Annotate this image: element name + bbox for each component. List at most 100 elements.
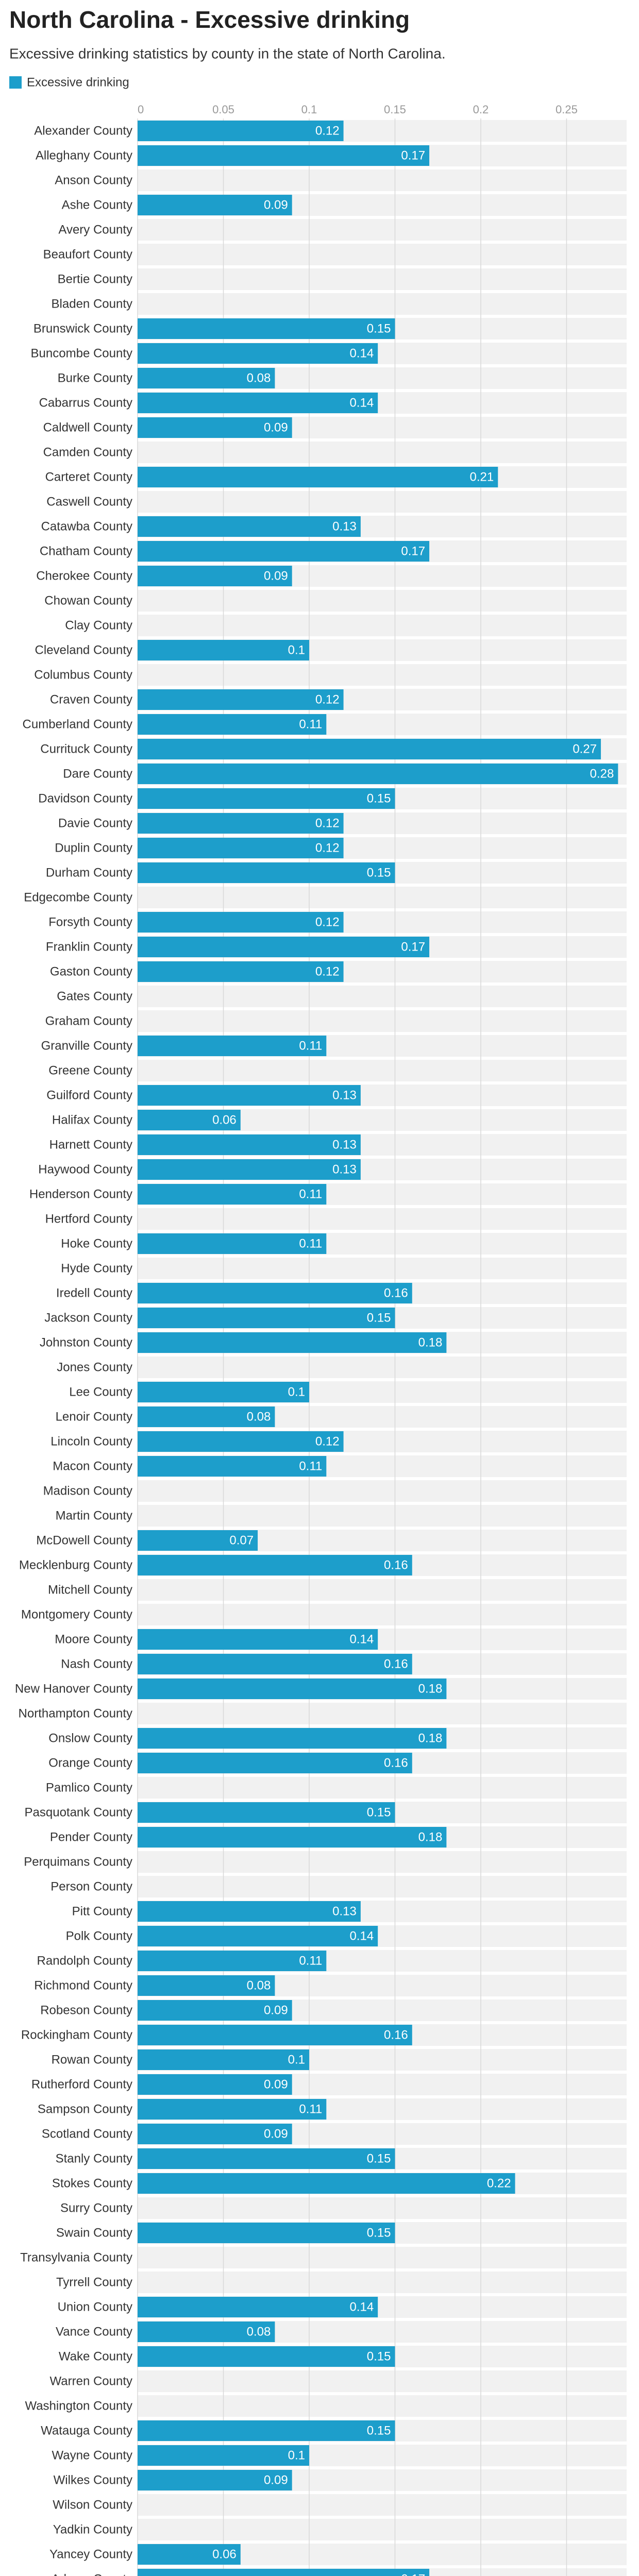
row-background bbox=[138, 664, 627, 686]
y-tick-label: Washington County bbox=[25, 2399, 132, 2413]
chart-title: North Carolina - Excessive drinking bbox=[9, 6, 410, 33]
y-tick-label: Wilkes County bbox=[54, 2473, 132, 2487]
y-tick-label: Northampton County bbox=[19, 1706, 132, 1720]
x-tick-label: 0.1 bbox=[301, 103, 317, 116]
x-tick-label: 0.25 bbox=[556, 103, 578, 116]
bar bbox=[138, 1901, 361, 1922]
y-tick-label: Gaston County bbox=[50, 964, 132, 978]
bar bbox=[138, 368, 275, 388]
y-tick-label: Currituck County bbox=[40, 742, 132, 756]
y-tick-label: Cabarrus County bbox=[39, 396, 132, 410]
y-tick-label: Pitt County bbox=[72, 1904, 132, 1918]
bar bbox=[138, 541, 430, 562]
bar bbox=[138, 1308, 395, 1328]
y-tick-label: Bladen County bbox=[52, 297, 132, 311]
value-label: 0.28 bbox=[590, 767, 614, 781]
y-tick-label: Yadkin County bbox=[53, 2522, 132, 2536]
bar bbox=[138, 1827, 447, 1848]
y-tick-label: Wayne County bbox=[52, 2448, 132, 2462]
value-label: 0.12 bbox=[315, 1434, 340, 1448]
bar bbox=[138, 318, 395, 339]
value-label: 0.1 bbox=[288, 643, 305, 657]
bar bbox=[138, 2025, 412, 2045]
bar bbox=[138, 1134, 361, 1155]
row-background bbox=[138, 986, 627, 1007]
row-background bbox=[138, 1208, 627, 1230]
y-tick-label: Carteret County bbox=[45, 470, 132, 484]
y-tick-label: Brunswick County bbox=[33, 321, 132, 335]
y-tick-label: Martin County bbox=[56, 1509, 132, 1522]
value-label: 0.13 bbox=[332, 1138, 357, 1151]
bar bbox=[138, 838, 344, 858]
y-tick-label: Columbus County bbox=[34, 668, 132, 682]
row-background bbox=[138, 1480, 627, 1502]
bar bbox=[138, 1233, 327, 1254]
y-tick-label: Union County bbox=[58, 2300, 132, 2314]
value-label: 0.18 bbox=[418, 1731, 443, 1745]
value-label: 0.1 bbox=[288, 2448, 305, 2462]
bar bbox=[138, 2049, 309, 2070]
bar bbox=[138, 393, 378, 413]
y-tick-label: Caswell County bbox=[46, 495, 132, 509]
value-label: 0.11 bbox=[299, 1039, 322, 1053]
value-label: 0.17 bbox=[401, 544, 425, 558]
bar bbox=[138, 2074, 292, 2095]
y-tick-label: New Hanover County bbox=[15, 1682, 132, 1696]
value-label: 0.09 bbox=[264, 420, 288, 434]
bar bbox=[138, 1406, 275, 1427]
value-label: 0.13 bbox=[332, 1088, 357, 1102]
y-tick-label: Alexander County bbox=[34, 124, 132, 138]
value-label: 0.15 bbox=[367, 2226, 391, 2240]
bar bbox=[138, 2321, 275, 2342]
bar bbox=[138, 813, 344, 834]
bar bbox=[138, 1159, 361, 1180]
row-background bbox=[138, 615, 627, 636]
bar bbox=[138, 1975, 275, 1996]
bar bbox=[138, 2569, 430, 2576]
y-tick-label: Caldwell County bbox=[43, 420, 132, 434]
bar bbox=[138, 1332, 447, 1353]
y-tick-label: Haywood County bbox=[38, 1162, 132, 1176]
bar bbox=[138, 1530, 258, 1551]
y-tick-label: Beaufort County bbox=[43, 247, 132, 261]
y-tick-label: Chowan County bbox=[44, 594, 132, 607]
y-tick-label: Transylvania County bbox=[20, 2250, 132, 2264]
bar bbox=[138, 1283, 412, 1303]
y-tick-label: Bertie County bbox=[58, 272, 132, 286]
y-tick-label: Adams County bbox=[52, 2572, 132, 2576]
value-label: 0.12 bbox=[315, 915, 340, 929]
y-tick-label: Tyrrell County bbox=[56, 2275, 132, 2289]
x-tick-label: 0.15 bbox=[384, 103, 406, 116]
bar bbox=[138, 1110, 241, 1130]
bar bbox=[138, 1184, 327, 1205]
value-label: 0.13 bbox=[332, 1904, 357, 1918]
bar bbox=[138, 1926, 378, 1946]
row-background bbox=[138, 2247, 627, 2268]
value-label: 0.09 bbox=[264, 2473, 288, 2487]
value-label: 0.27 bbox=[573, 742, 597, 756]
y-tick-label: Yancey County bbox=[49, 2547, 132, 2561]
value-label: 0.08 bbox=[247, 1978, 271, 1992]
y-tick-label: Wilson County bbox=[53, 2498, 132, 2512]
bar bbox=[138, 1753, 412, 1773]
y-tick-label: Nash County bbox=[61, 1657, 132, 1671]
y-tick-label: Granville County bbox=[41, 1039, 132, 1053]
bar bbox=[138, 2544, 241, 2565]
value-label: 0.12 bbox=[315, 964, 340, 978]
value-label: 0.18 bbox=[418, 1830, 443, 1844]
row-background bbox=[138, 1010, 627, 1032]
value-label: 0.06 bbox=[212, 1113, 237, 1127]
row-background bbox=[138, 2272, 627, 2293]
y-tick-label: Pender County bbox=[50, 1830, 132, 1844]
value-label: 0.08 bbox=[247, 2325, 271, 2338]
y-tick-label: Mecklenburg County bbox=[19, 1558, 132, 1572]
bar bbox=[138, 121, 344, 141]
y-tick-label: Greene County bbox=[48, 1063, 132, 1077]
value-label: 0.08 bbox=[247, 1410, 271, 1423]
y-tick-label: Hertford County bbox=[45, 1212, 132, 1226]
y-tick-label: Harnett County bbox=[49, 1138, 132, 1151]
y-tick-label: Cleveland County bbox=[35, 643, 132, 657]
row-background bbox=[138, 1703, 627, 1724]
bar bbox=[138, 2173, 515, 2194]
y-tick-label: Chatham County bbox=[40, 544, 132, 558]
